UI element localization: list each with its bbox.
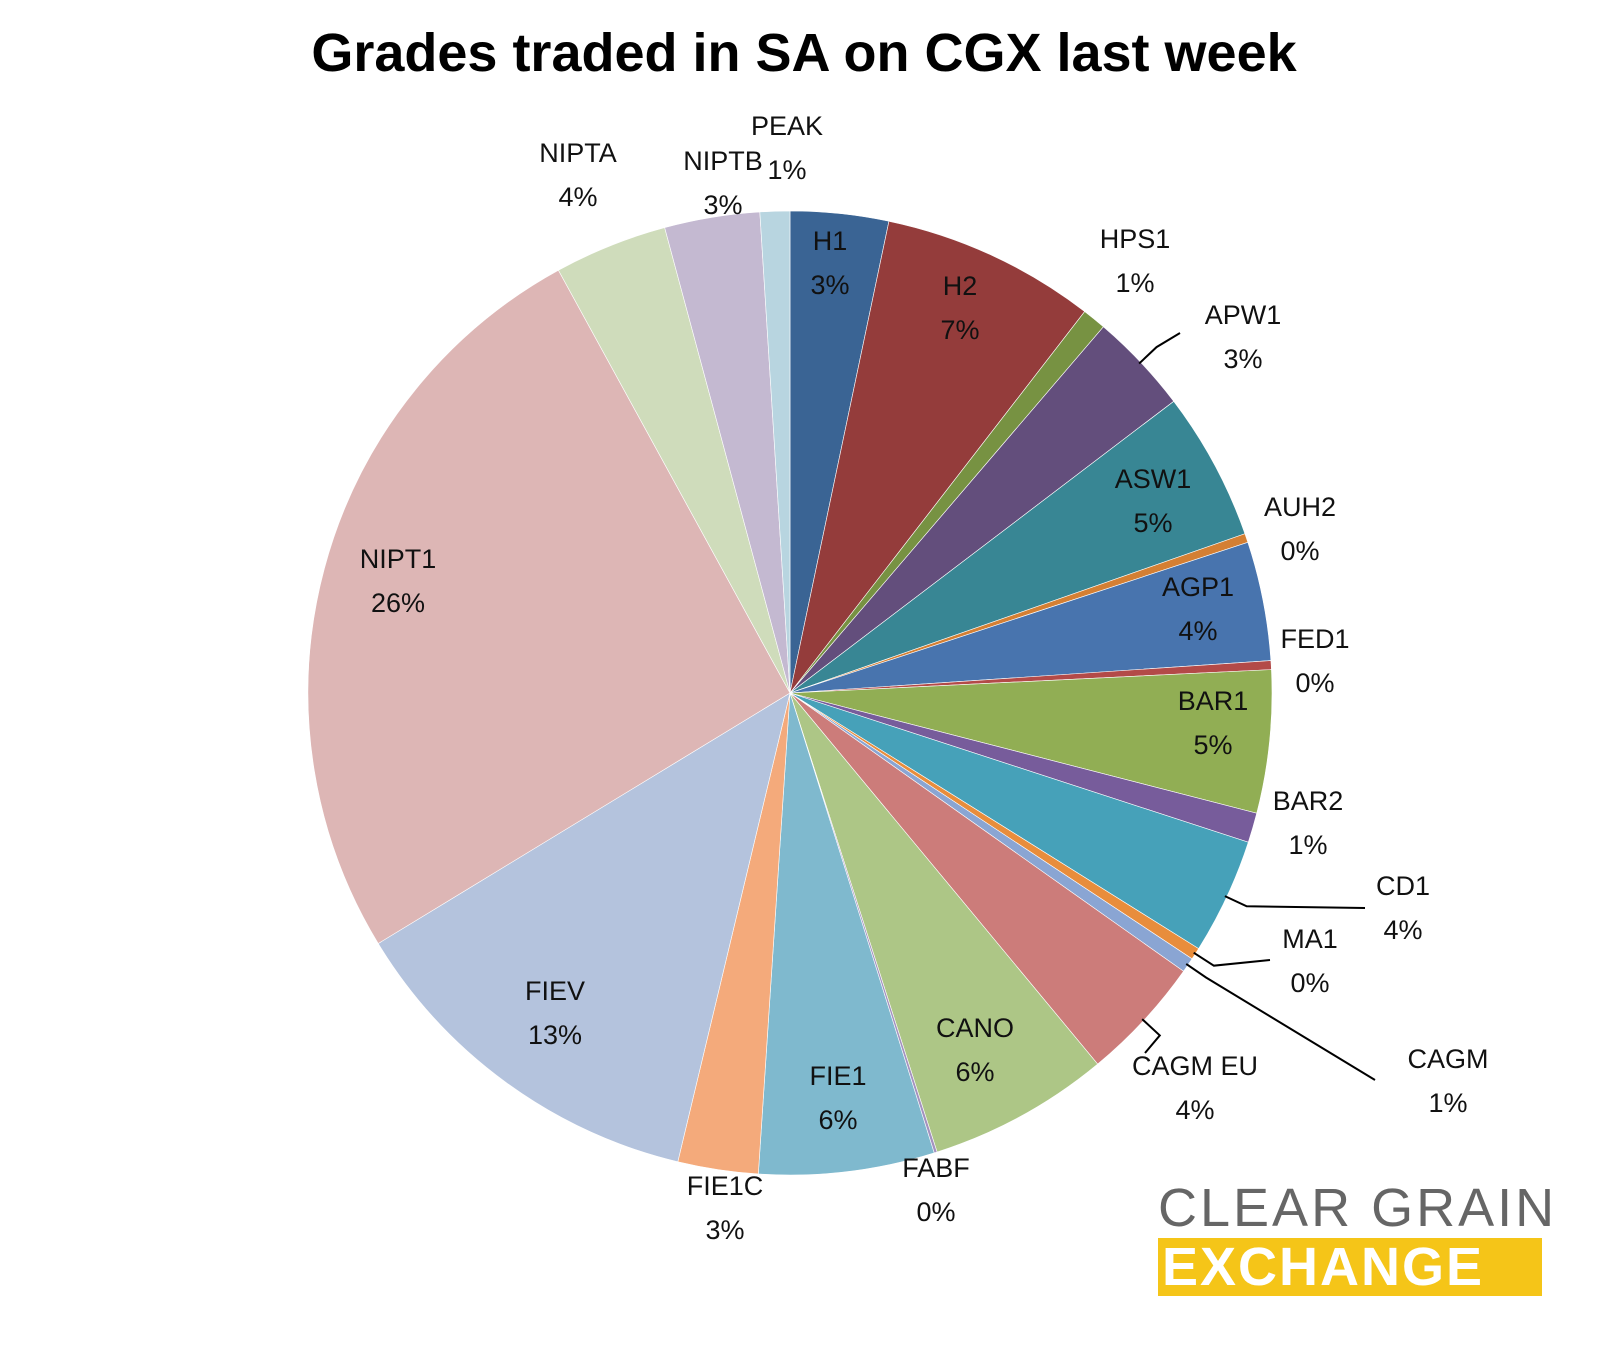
- slice-name: CD1: [1376, 871, 1430, 901]
- slice-name: H2: [943, 271, 978, 301]
- slice-name: CAGM EU: [1132, 1051, 1258, 1081]
- slice-percent: 6%: [955, 1057, 994, 1087]
- slice-label-nipta: NIPTA 4%: [539, 138, 617, 212]
- slice-percent: 0%: [1290, 968, 1329, 998]
- pie-slices: [307, 210, 1273, 1176]
- slice-name: AUH2: [1264, 492, 1336, 522]
- slice-label-peak: PEAK 1%: [751, 111, 823, 185]
- slice-percent: 4%: [1383, 915, 1422, 945]
- slice-percent: 3%: [705, 1215, 744, 1245]
- clear-grain-exchange-logo: CLEAR GRAIN EXCHANGE: [1158, 1178, 1558, 1296]
- slice-percent: 1%: [767, 155, 806, 185]
- slice-name: HPS1: [1100, 224, 1171, 254]
- slice-label-apw1: APW1 3%: [1205, 300, 1282, 374]
- slice-label-hps1: HPS1 1%: [1100, 224, 1171, 298]
- pie-slice-cano: [789, 692, 1099, 1153]
- slice-label-fie1c: FIE1C 3%: [687, 1171, 764, 1245]
- leader-line-cagm: [1185, 963, 1376, 1081]
- slice-name: NIPT1: [360, 544, 437, 574]
- slice-label-auh2: AUH2 0%: [1264, 492, 1336, 566]
- slice-name: AGP1: [1162, 572, 1234, 602]
- slice-label-nipt1: NIPT1 26%: [360, 544, 437, 618]
- pie-slice-peak: [759, 210, 791, 694]
- leader-line-cagm-eu: [1141, 1018, 1162, 1054]
- leader-line-apw1: [1138, 332, 1181, 365]
- slice-label-cagm-eu: CAGM EU 4%: [1132, 1051, 1258, 1125]
- leader-line-ma1: [1193, 951, 1271, 967]
- slice-percent: 0%: [1295, 668, 1334, 698]
- slice-name: ASW1: [1115, 464, 1192, 494]
- slice-percent: 6%: [818, 1105, 857, 1135]
- slice-label-asw1: ASW1 5%: [1115, 464, 1192, 538]
- slice-percent: 13%: [528, 1020, 582, 1050]
- slice-percent: 4%: [1175, 1095, 1214, 1125]
- slice-label-cagm: CAGM 1%: [1408, 1044, 1489, 1118]
- slice-percent: 4%: [558, 182, 597, 212]
- slice-label-h1: H1 3%: [810, 226, 849, 300]
- slice-name: BAR1: [1178, 686, 1249, 716]
- slice-name: BAR2: [1273, 786, 1344, 816]
- slice-label-bar2: BAR2 1%: [1273, 786, 1344, 860]
- slice-label-niptb: NIPTB 3%: [683, 146, 763, 220]
- slice-percent: 0%: [1280, 536, 1319, 566]
- pie-slice-h2: [789, 220, 1086, 694]
- slice-label-fie1: FIE1 6%: [809, 1061, 866, 1135]
- slice-name: CAGM: [1408, 1044, 1489, 1074]
- slice-name: H1: [813, 226, 848, 256]
- slice-label-fed1: FED1 0%: [1280, 624, 1349, 698]
- slice-percent: 5%: [1133, 508, 1172, 538]
- slice-label-fiev: FIEV 13%: [525, 976, 585, 1050]
- slice-label-fabf: FABF 0%: [902, 1153, 970, 1227]
- pie-slice-nipt1: [307, 269, 791, 944]
- slice-label-cd1: CD1 4%: [1376, 871, 1430, 945]
- slice-name: FIE1C: [687, 1171, 764, 1201]
- slice-label-agp1: AGP1 4%: [1162, 572, 1234, 646]
- slice-name: FED1: [1280, 624, 1349, 654]
- slice-percent: 26%: [371, 588, 425, 618]
- slice-percent: 1%: [1288, 830, 1327, 860]
- slice-name: FIE1: [809, 1061, 866, 1091]
- slice-label-ma1: MA1 0%: [1282, 924, 1338, 998]
- slice-label-cano: CANO 6%: [936, 1013, 1014, 1087]
- slice-percent: 5%: [1193, 730, 1232, 760]
- slice-name: MA1: [1282, 924, 1338, 954]
- slice-label-h2: H2 7%: [940, 271, 979, 345]
- slice-name: NIPTB: [683, 146, 763, 176]
- pie-slice-fie1: [757, 692, 935, 1176]
- slice-percent: 4%: [1178, 616, 1217, 646]
- slice-percent: 1%: [1115, 268, 1154, 298]
- slice-label-bar1: BAR1 5%: [1178, 686, 1249, 760]
- pie-slice-asw1: [789, 400, 1246, 694]
- slice-labels: H1 3% H2 7%HPS1 1%APW1 3%ASW1 5%AUH2 0%AGP1 4% FE…: [360, 111, 1489, 1245]
- pie-slice-fiev: [377, 692, 791, 1163]
- logo-line-1: CLEAR GRAIN: [1158, 1178, 1558, 1238]
- slice-name: PEAK: [751, 111, 823, 141]
- slice-percent: 3%: [810, 270, 849, 300]
- slice-percent: 1%: [1428, 1088, 1467, 1118]
- logo-line-2: EXCHANGE: [1158, 1238, 1542, 1296]
- slice-name: NIPTA: [539, 138, 617, 168]
- slice-percent: 7%: [940, 315, 979, 345]
- leader-lines: [1138, 332, 1376, 1081]
- slice-name: FABF: [902, 1153, 970, 1183]
- slice-percent: 3%: [1223, 344, 1262, 374]
- slice-percent: 3%: [703, 190, 742, 220]
- slice-name: APW1: [1205, 300, 1282, 330]
- chart-title: Grades traded in SA on CGX last week: [311, 23, 1297, 83]
- leader-line-cd1: [1224, 895, 1366, 909]
- slice-name: CANO: [936, 1013, 1014, 1043]
- slice-percent: 0%: [916, 1197, 955, 1227]
- slice-name: FIEV: [525, 976, 585, 1006]
